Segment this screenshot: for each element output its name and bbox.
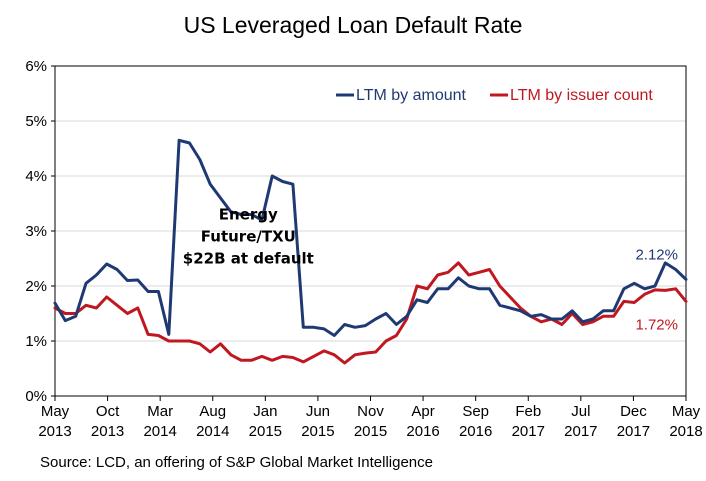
x-tick-label: Feb — [515, 403, 541, 420]
x-tick-label: Oct — [96, 403, 120, 420]
y-gridlines — [55, 120, 686, 342]
chart-title: US Leveraged Loan Default Rate — [183, 12, 523, 38]
end-value-label-2: 1.72% — [635, 316, 678, 333]
legend-label: LTM by amount — [356, 87, 467, 104]
y-tick-label: 2% — [25, 278, 47, 295]
series-lines — [53, 138, 688, 365]
series-line-2 — [53, 261, 688, 365]
y-tick-label: 3% — [25, 223, 47, 240]
x-tick-label: 2017 — [617, 423, 650, 440]
y-tick-label: 6% — [25, 58, 47, 75]
x-tick-label: Jan — [253, 403, 277, 420]
x-tick-label: 2015 — [249, 423, 282, 440]
x-tick-label: Apr — [411, 403, 434, 420]
source-note: Source: LCD, an offering of S&P Global M… — [40, 454, 433, 471]
end-value-label-1: 2.12% — [635, 246, 678, 263]
legend: LTM by amount LTM by issuer count — [336, 87, 653, 104]
x-tick-label: 2014 — [143, 423, 176, 440]
x-tick-label: 2018 — [669, 423, 702, 440]
annotation-energy-future: Energy Future/TXU $22B at default — [183, 206, 314, 268]
annotations: Energy Future/TXU $22B at default 2.12% 1.72… — [183, 206, 678, 334]
x-tick-label: Nov — [357, 403, 384, 420]
x-tick-label: May — [672, 403, 701, 420]
x-tick-label: 2014 — [196, 423, 229, 440]
x-tick-label: 2013 — [38, 423, 71, 440]
x-axis-ticks: May 2013 Oct 2013 Mar 2014 Aug 2014 Jan 2015 Jun 20… — [38, 396, 703, 440]
x-tick-label: 2017 — [564, 423, 597, 440]
x-tick-label: 2017 — [512, 423, 545, 440]
y-tick-label: 5% — [25, 113, 47, 130]
x-tick-label: 2013 — [91, 423, 124, 440]
series-line-1 — [53, 138, 688, 337]
x-tick-label: Jul — [571, 403, 590, 420]
x-tick-label: Sep — [462, 403, 489, 420]
y-tick-label: 0% — [25, 388, 47, 405]
x-tick-label: Mar — [147, 403, 173, 420]
x-tick-label: 2016 — [459, 423, 492, 440]
x-tick-label: 2015 — [301, 423, 334, 440]
x-tick-label: 2015 — [354, 423, 387, 440]
y-axis-ticks: 0% 1% 2% 3% 4% 5% 6% — [25, 58, 55, 405]
x-tick-label: Dec — [620, 403, 647, 420]
y-tick-label: 1% — [25, 333, 47, 350]
x-tick-label: 2016 — [406, 423, 439, 440]
legend-label: LTM by issuer count — [510, 87, 653, 104]
x-tick-label: Jun — [306, 403, 330, 420]
x-tick-label: May — [41, 403, 70, 420]
y-tick-label: 4% — [25, 168, 47, 185]
x-tick-label: Aug — [199, 403, 226, 420]
